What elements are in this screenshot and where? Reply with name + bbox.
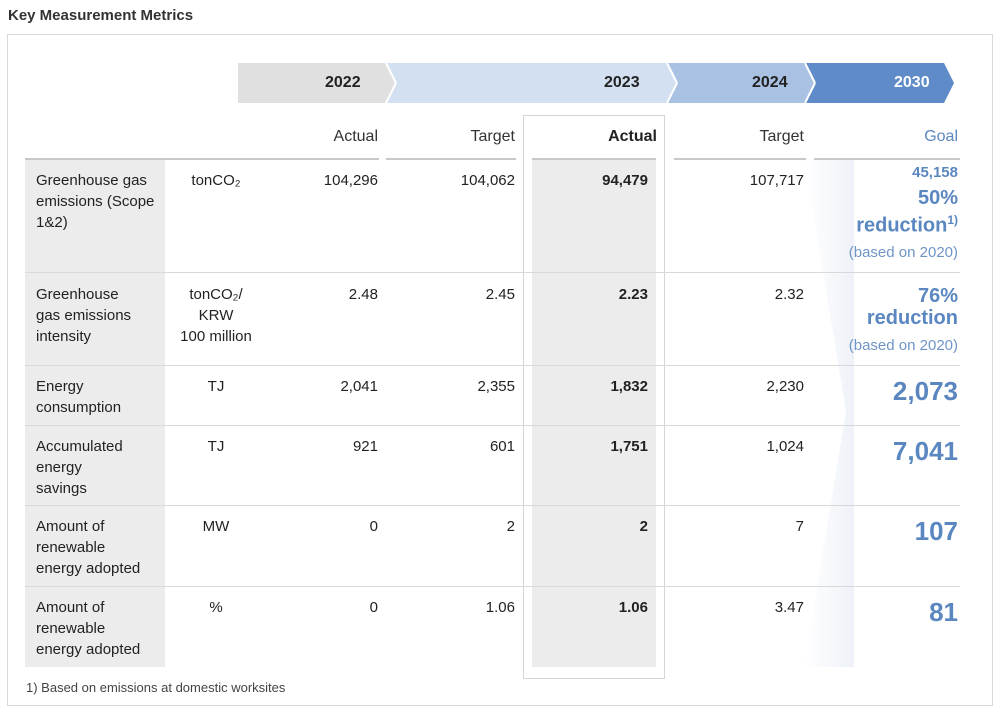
colhead-goal-2030: Goal <box>924 128 958 145</box>
banner-2030 <box>804 63 954 103</box>
row6-unit: % <box>209 599 223 616</box>
banner-2022 <box>238 63 395 103</box>
rowlabels-bg <box>25 160 165 667</box>
row2-actual-2023: 2.23 <box>618 286 648 303</box>
row1-goal-top: 45,158 <box>912 164 958 181</box>
row5-actual-2023: 2 <box>639 518 648 535</box>
row4-actual-2023: 1,751 <box>610 438 648 455</box>
row5-target-2024: 7 <box>795 518 804 535</box>
colhead-target-2024: Target <box>759 128 804 145</box>
row5-unit: MW <box>202 518 230 535</box>
row4-actual-2022: 921 <box>352 438 378 455</box>
row4-goal: 7,041 <box>892 436 958 466</box>
row4-target-2024: 1,024 <box>766 438 804 455</box>
colhead-actual-2023: Actual <box>608 128 657 145</box>
row4-target-2023: 601 <box>489 438 515 455</box>
row3-actual-2023: 1,832 <box>610 378 648 395</box>
row3-actual-2022: 2,041 <box>340 378 378 395</box>
goal-chevron-shade <box>804 159 854 667</box>
row1-goal-note: (based on 2020) <box>848 244 958 261</box>
row2-goal-main: 76% reduction <box>866 285 958 329</box>
row2-goal-note: (based on 2020) <box>848 337 958 354</box>
row1-actual-2023: 94,479 <box>602 172 648 189</box>
row1-target-2023: 104,062 <box>460 172 515 189</box>
banner-2023 <box>385 63 676 103</box>
row3-target-2023: 2,355 <box>477 378 515 395</box>
row3-unit: TJ <box>207 378 225 395</box>
year-2030: 2030 <box>894 74 930 91</box>
row6-target-2024: 3.47 <box>774 599 804 616</box>
row1-actual-2022: 104,296 <box>323 172 378 189</box>
row2-actual-2022: 2.48 <box>348 286 378 303</box>
year-2024: 2024 <box>752 74 788 91</box>
row4-unit: TJ <box>207 438 225 455</box>
row1-unit: tonCO₂ <box>191 172 241 189</box>
row6-goal: 81 <box>929 597 958 627</box>
row6-actual-2023: 1.06 <box>618 599 648 616</box>
row3-label: Energy consumption <box>36 378 122 416</box>
row2-unit: tonCO₂/KRW 100 million <box>180 286 252 345</box>
colhead-target-2023: Target <box>470 128 515 145</box>
row2-target-2023: 2.45 <box>485 286 515 303</box>
page-title: Key Measurement Metrics <box>8 7 194 24</box>
row3-goal: 2,073 <box>892 376 958 406</box>
row2-label: Greenhouse gas emissions intensity <box>36 286 132 345</box>
row5-goal: 107 <box>914 516 958 546</box>
footnote: 1) Based on emissions at domestic worksi… <box>26 680 286 695</box>
row5-target-2023: 2 <box>506 518 515 535</box>
colhead-actual-2022: Actual <box>333 128 378 145</box>
row5-label: Amount of renewable energy adopted <box>36 518 141 577</box>
row1-target-2024: 107,717 <box>749 172 804 189</box>
row2-target-2024: 2.32 <box>774 286 804 303</box>
row5-actual-2022: 0 <box>369 518 378 535</box>
row6-target-2023: 1.06 <box>485 599 515 616</box>
row1-goal-main: 50% reduction1) <box>856 187 958 237</box>
row3-target-2024: 2,230 <box>766 378 804 395</box>
row6-label: Amount of renewable energy adopted <box>36 599 141 658</box>
row6-actual-2022: 0 <box>369 599 378 616</box>
row4-label: Accumulated energy savings <box>36 438 123 497</box>
banner-2024 <box>666 63 814 103</box>
year-2023: 2023 <box>604 74 640 91</box>
row1-label: Greenhouse gas emissions (Scope 1&2) <box>36 172 155 231</box>
actual-2023-column-fill <box>532 159 656 667</box>
year-2022: 2022 <box>325 74 361 91</box>
